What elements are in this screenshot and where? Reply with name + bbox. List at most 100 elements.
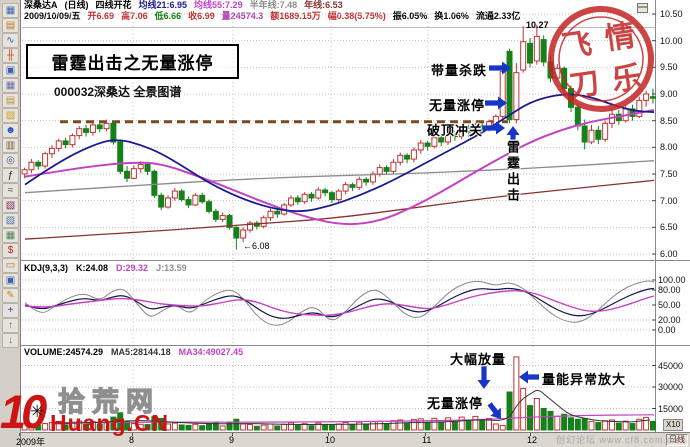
header-field: 深桑达A <box>24 0 58 10</box>
volume-ma34-line <box>54 414 655 424</box>
time-axis-strip: 日线 2009年 8 9 10 11 12 <box>16 432 690 447</box>
kdj-pane-header: KDJ(9,3,3) K:24.08 D:29.32 J:13.59 <box>24 263 195 273</box>
blue-arrow-icon <box>477 366 491 389</box>
svg-text:乐: 乐 <box>610 61 644 98</box>
period-selector[interactable]: 日线 <box>666 434 688 446</box>
header-field: (日线) <box>64 0 89 10</box>
kdj-value: D:29.32 <box>116 263 149 273</box>
page-title: 雷霆出击之无量涨停 <box>51 54 214 73</box>
selloff-with-volume-label: 带量杀跌 <box>431 63 488 78</box>
site-logo-chinese: 拾荒网 <box>57 386 160 417</box>
wave-icon[interactable]: ≈ <box>2 183 19 198</box>
volume-value: MA5:28144.18 <box>111 347 171 357</box>
pencil-icon[interactable]: ✎ <box>2 288 19 303</box>
stock-info-line2: 2009/10/09/五 开6.69 高7.06 低6.66 收6.99 量24574.3… <box>24 11 654 22</box>
left-toolbar: ▦ ▤ ∿ ╫ ▣ ▦ ▤ ▨ ☻ ▥ ◎ ƒ ≈ ▧ ▧ ▦ $ ▭ ▣ ✎ + ↑ ↓ <box>0 0 21 447</box>
kdj-d-line <box>24 290 655 316</box>
svg-text:情: 情 <box>603 19 637 56</box>
time-axis-label: 12 <box>527 435 538 445</box>
kline-chart-icon[interactable]: ╫ <box>2 48 19 63</box>
export-icon[interactable]: ▣ <box>2 273 19 288</box>
svg-text:刀: 刀 <box>567 67 601 104</box>
panel-icon[interactable]: ▦ <box>2 228 19 243</box>
volume-bars <box>21 356 656 431</box>
annotation-arrows <box>477 61 539 419</box>
site-logo-domain: Huang.CN <box>50 410 170 436</box>
price-axis-label: 9.00 <box>660 89 678 99</box>
zoom-icon[interactable]: ◎ <box>2 153 19 168</box>
header-field: 换1.06% <box>434 11 469 21</box>
forum-watermark: 创幻论坛 www.cf8.com.cn <box>556 435 679 445</box>
chart-subtitle: 000032深桑达 全景图谱 <box>54 85 182 99</box>
header-field: 开6.69 <box>87 11 115 21</box>
picture-icon[interactable]: ▧ <box>2 213 19 228</box>
volume-axis-label: 30000 <box>658 382 684 392</box>
formula-icon[interactable]: ƒ <box>2 168 19 183</box>
price-axis-label: 7.00 <box>660 195 678 206</box>
header-field: 流通2.33亿 <box>475 11 521 21</box>
kdj-axis-label: 20.00 <box>658 315 681 325</box>
candlesticks <box>21 24 656 250</box>
volume-ma5-line <box>51 389 651 425</box>
title-box: 雷霆出击之无量涨停 <box>26 44 239 79</box>
stock-info-header: 深桑达A (日线) 四线开花 均线21:6.95 均线55:7.29 半年线:7.48 年线… <box>24 0 654 26</box>
time-axis-label: 10 <box>325 435 336 445</box>
kdj-value: KDJ(9,3,3) <box>24 263 69 273</box>
price-axis-label: 8.00 <box>660 142 678 153</box>
year-line <box>24 179 655 240</box>
institution-icon[interactable]: ▥ <box>2 138 19 153</box>
quote-table-icon[interactable]: ▤ <box>2 18 19 33</box>
restore-window-icon[interactable] <box>637 3 648 13</box>
time-axis-tick <box>132 433 133 436</box>
pane-borders <box>21 0 690 432</box>
header-field: 年线:6.53 <box>304 0 343 10</box>
kdj-value: K:24.08 <box>76 263 109 273</box>
header-field: 低6.66 <box>154 11 182 21</box>
low-price-label: ←6.08 <box>243 241 270 251</box>
thunder-strike-label: 雷霆出击 <box>505 140 520 204</box>
arrow-up-icon[interactable]: ↑ <box>2 318 19 333</box>
users-icon[interactable]: ☻ <box>2 123 19 138</box>
kdj-axis-label: 0.00 <box>658 325 676 335</box>
price-axis-label: 6.50 <box>660 222 678 233</box>
news-icon[interactable]: ▤ <box>2 93 19 108</box>
time-axis-tick <box>19 433 20 436</box>
money-icon[interactable]: $ <box>2 243 19 258</box>
volume-value: VOLUME:24574.29 <box>24 347 104 357</box>
monitor-icon[interactable]: ▣ <box>2 63 19 78</box>
header-field: 额1689.15万 <box>270 11 321 21</box>
kdj-axis-label: 100.00 <box>658 275 686 285</box>
header-field: 均线21:6.95 <box>138 0 188 10</box>
svg-text:飞: 飞 <box>560 27 594 64</box>
price-axis-label: 7.50 <box>660 169 678 179</box>
header-field: 半年线:7.48 <box>249 0 298 10</box>
abnormal-volume-label: 量能异常放大 <box>542 372 627 387</box>
gear-icon: ✳ <box>30 402 45 421</box>
kdj-axis-label: 80.00 <box>658 285 681 295</box>
time-axis-label: 9 <box>229 435 235 445</box>
header-field: 振6.05% <box>392 11 428 21</box>
spreadsheet-icon[interactable]: ▦ <box>2 78 19 93</box>
volume-value: MA34:49027.45 <box>178 347 244 357</box>
trend-chart-icon[interactable]: ∿ <box>2 33 19 48</box>
time-axis-tick <box>328 433 329 436</box>
big-volume-label: 大幅放量 <box>450 352 507 367</box>
window-tile-icon[interactable]: ▦ <box>2 3 19 18</box>
site-logo-number: 10 <box>0 385 47 438</box>
no-volume-limit-up-volume-label: 无量涨停 <box>427 396 484 411</box>
indicator-icon[interactable]: ▧ <box>2 198 19 213</box>
brush-icon[interactable]: ▭ <box>2 258 19 273</box>
folder-icon[interactable]: ▨ <box>2 108 19 123</box>
header-field: 2009/10/09/五 <box>24 11 81 21</box>
price-axis-label: 8.50 <box>660 115 678 126</box>
stock-info-line1: 深桑达A (日线) 四线开花 均线21:6.95 均线55:7.29 半年线:7.48 年线… <box>24 0 654 11</box>
time-axis-tick <box>530 433 531 436</box>
move-icon[interactable]: + <box>2 303 19 318</box>
time-axis-label: 11 <box>422 435 432 445</box>
blue-arrow-icon <box>519 370 539 384</box>
arrow-down-icon[interactable]: ↓ <box>2 333 19 348</box>
price-axis-label: 6.00 <box>660 249 678 259</box>
price-axis-label: 9.50 <box>660 62 678 73</box>
time-axis-tick <box>425 433 426 436</box>
volume-axis-label: 45000 <box>658 360 684 371</box>
